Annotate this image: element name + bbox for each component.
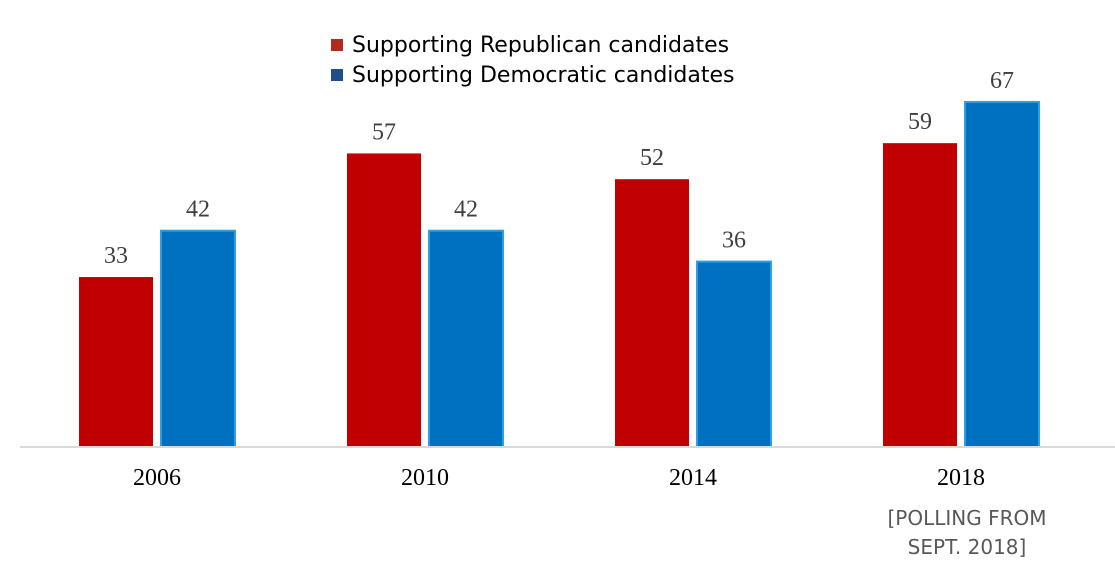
bars-group [79,100,1040,448]
legend-label-republican: Supporting Republican candidates [352,33,729,58]
x-tick-label-2018: 2018 [937,465,985,491]
bar-republican-2006 [79,277,153,447]
value-label-democratic-2014: 36 [722,228,746,254]
bar-republican-2010 [347,153,421,447]
x-tick-labels-group: 2006 2010 2014 2018 [133,465,985,491]
x-tick-label-2014: 2014 [669,465,717,491]
value-label-democratic-2006: 42 [186,197,210,223]
value-labels-group: 33 42 57 42 52 36 59 67 [104,68,1014,269]
bar-republican-2014 [615,179,689,447]
legend-swatch-republican [331,39,343,51]
value-label-republican-2010: 57 [372,119,396,145]
bar-democratic-2006 [160,229,236,448]
x-tick-label-2006: 2006 [133,465,181,491]
polling-note: [POLLING FROM SEPT. 2018] [887,506,1046,559]
bar-democratic-2010 [428,229,504,448]
bar-democratic-2018 [964,100,1040,448]
value-label-republican-2006: 33 [104,243,128,269]
legend-swatch-democratic [331,69,343,81]
value-label-republican-2018: 59 [908,109,932,135]
value-label-democratic-2018: 67 [990,68,1014,94]
x-tick-label-2010: 2010 [401,465,449,491]
polling-note-line-2: SEPT. 2018] [908,535,1027,559]
value-label-democratic-2010: 42 [454,197,478,223]
bar-republican-2018 [883,143,957,447]
legend-label-democratic: Supporting Democratic candidates [352,63,734,88]
value-label-republican-2014: 52 [640,145,664,171]
polling-note-line-1: [POLLING FROM [887,506,1046,530]
legend: Supporting Republican candidates Support… [331,33,734,88]
bar-democratic-2014 [696,260,772,448]
